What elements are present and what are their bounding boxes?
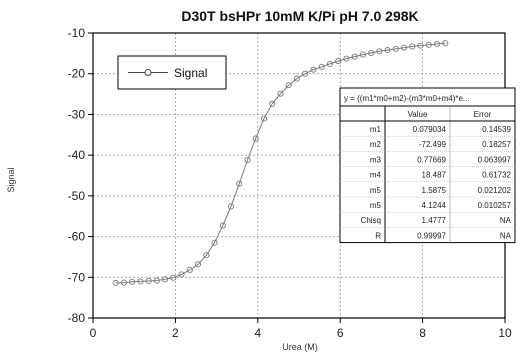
data-point: [153, 277, 160, 284]
legend-entry-signal: Signal: [174, 66, 207, 80]
table-header-value: Value: [408, 110, 428, 119]
x-axis-label: Urea (M): [282, 342, 318, 352]
data-point: [203, 252, 210, 259]
table-param-value: 4.1244: [422, 201, 447, 210]
y-tick-label: -10: [68, 26, 86, 40]
table-param-name: m1: [370, 125, 382, 134]
data-point: [310, 66, 317, 73]
data-point: [269, 100, 276, 107]
table-param-name: m3: [370, 155, 382, 164]
table-param-value: 18.487: [422, 171, 447, 180]
table-param-error: 0.61732: [482, 171, 511, 180]
data-point: [409, 43, 416, 50]
table-param-error: 0.063997: [478, 155, 512, 164]
data-point: [351, 53, 358, 60]
data-point: [120, 279, 127, 286]
x-tick-label: 2: [172, 326, 179, 340]
data-point: [417, 42, 424, 49]
table-header-error: Error: [474, 110, 492, 119]
series-signal: [112, 40, 449, 287]
table-param-error: 0.021202: [478, 186, 512, 195]
table-param-name: m4: [370, 171, 382, 180]
table-param-name: m5: [370, 186, 382, 195]
data-point: [433, 40, 441, 48]
data-point: [392, 45, 399, 52]
data-point: [442, 40, 449, 47]
y-tick-label: -80: [68, 311, 86, 325]
y-axis-ticks: -10 -20 -30 -40 -50 -60 -70 -80: [68, 26, 93, 325]
data-point: [302, 70, 309, 77]
table-param-value: 0.77669: [417, 155, 446, 164]
table-param-name: m5: [370, 201, 382, 210]
table-param-error: NA: [500, 231, 512, 240]
x-axis-ticks: 0 2 4 6 8 10: [90, 318, 512, 340]
x-tick-label: 0: [90, 326, 97, 340]
y-tick-label: -60: [68, 230, 86, 244]
data-point: [343, 55, 350, 62]
x-tick-label: 4: [254, 326, 261, 340]
data-point: [359, 51, 366, 58]
data-point: [368, 49, 375, 57]
data-point: [178, 271, 185, 278]
legend-marker-icon: [144, 69, 152, 76]
fit-equation: y = ((m1*m0+m2)-(m3*m0+m4)*e...: [344, 94, 470, 103]
data-point: [162, 276, 169, 283]
x-tick-label: 10: [498, 326, 512, 340]
table-param-value: 1.4777: [422, 216, 447, 225]
data-point: [384, 47, 391, 54]
table-param-name: Chisq: [361, 216, 381, 225]
data-point: [252, 135, 259, 142]
data-point: [293, 75, 300, 82]
table-param-error: 0.14539: [482, 125, 511, 134]
data-point: [211, 239, 218, 246]
fit-table-box: [339, 87, 516, 244]
chart-title: D30T bsHPr 10mM K/Pi pH 7.0 298K: [181, 8, 418, 24]
data-point: [112, 279, 119, 287]
y-axis-label: Signal: [6, 167, 16, 192]
data-point: [318, 63, 325, 70]
data-point: [129, 278, 136, 285]
data-point: [170, 274, 177, 281]
fit-results-table: y = ((m1*m0+m2)-(m3*m0+m4)*e... Value Erro…: [339, 87, 516, 244]
y-tick-label: -30: [68, 107, 86, 121]
y-tick-label: -70: [68, 270, 86, 284]
table-param-error: 0.18257: [482, 140, 511, 149]
data-point: [236, 180, 243, 187]
x-tick-label: 6: [337, 326, 344, 340]
data-point: [260, 115, 268, 122]
data-point: [137, 278, 144, 285]
data-point: [186, 266, 193, 274]
table-param-name: R: [375, 231, 381, 240]
data-point: [244, 156, 251, 164]
table-param-value: 1.5875: [422, 186, 447, 195]
data-point: [326, 60, 333, 67]
data-point: [195, 261, 202, 268]
data-point: [401, 44, 408, 51]
y-tick-label: -50: [68, 189, 86, 203]
data-point: [219, 222, 226, 229]
data-point: [145, 277, 152, 285]
x-tick-label: 8: [419, 326, 426, 340]
data-point: [425, 41, 432, 48]
table-param-value: 0.079034: [413, 125, 447, 134]
data-point: [285, 82, 292, 89]
y-tick-label: -40: [68, 148, 86, 162]
table-param-error: NA: [500, 216, 512, 225]
grid-lines: [93, 33, 505, 318]
data-point: [277, 90, 284, 97]
table-param-name: m2: [370, 140, 382, 149]
data-point: [227, 203, 235, 210]
data-point: [335, 58, 342, 65]
y-tick-label: -20: [68, 67, 86, 81]
table-param-value: -72.499: [419, 140, 447, 149]
data-point: [376, 48, 383, 55]
table-param-error: 0.010257: [478, 201, 512, 210]
table-param-value: 0.99997: [417, 231, 446, 240]
legend: Signal: [117, 55, 227, 90]
